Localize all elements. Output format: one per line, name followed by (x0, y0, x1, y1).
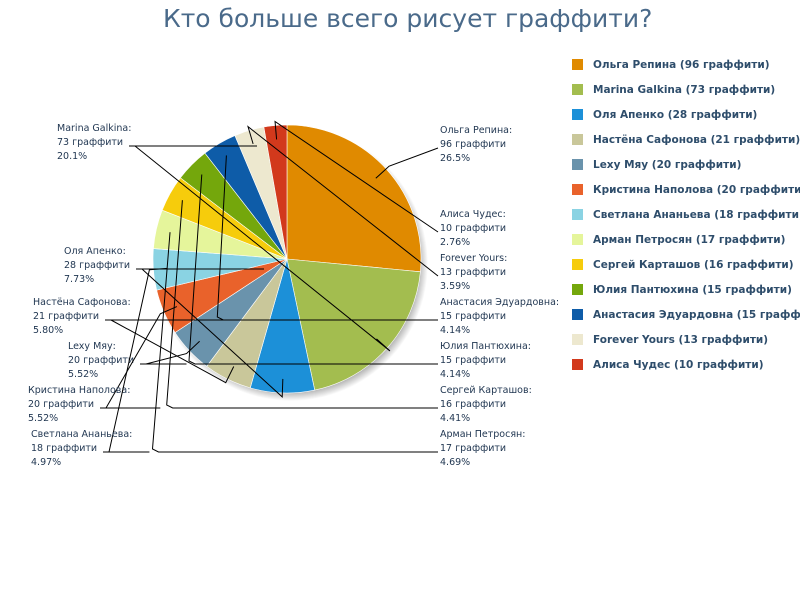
callout-line-11 (247, 125, 439, 277)
callout-count-10: 15 граффити (440, 311, 506, 322)
callout-pct-5: 5.52% (28, 413, 58, 424)
callout-name-2: Оля Апенко: (64, 246, 126, 257)
callout-count-7: 17 граффити (440, 443, 506, 454)
legend-item-2[interactable]: Оля Апенко (28 граффити) (572, 102, 800, 127)
callout-line-8 (166, 200, 438, 409)
callout-name-6: Светлана Ананьева: (31, 429, 132, 440)
legend-label-2: Оля Апенко (28 граффити) (593, 108, 758, 121)
legend-item-5[interactable]: Кристина Наполова (20 граффити) (572, 177, 800, 202)
callout-pct-10: 4.14% (440, 325, 470, 336)
callout-line-3 (110, 319, 235, 384)
legend-swatch-12 (572, 359, 583, 370)
callout-count-3: 21 граффити (33, 311, 99, 322)
legend: Ольга Репина (96 граффити) Marina Galkina… (572, 52, 800, 377)
callout-line-6 (108, 267, 168, 453)
legend-item-7[interactable]: Арман Петросян (17 граффити) (572, 227, 800, 252)
pie-slice-0[interactable] (286, 124, 422, 273)
legend-item-1[interactable]: Marina Galkina (73 граффити) (572, 77, 800, 102)
legend-swatch-3 (572, 134, 583, 145)
callout-count-2: 28 граффити (64, 260, 130, 271)
callout-count-4: 20 граффити (68, 355, 134, 366)
legend-swatch-0 (572, 59, 583, 70)
callout-pct-11: 3.59% (440, 281, 470, 292)
callout-name-10: Анастасия Эдуардовна: (440, 297, 559, 308)
legend-swatch-10 (572, 309, 583, 320)
callout-name-4: Lexy Мяу: (68, 341, 116, 352)
callout-name-11: Forever Yours: (440, 253, 507, 264)
legend-item-3[interactable]: Настёна Сафонова (21 граффити) (572, 127, 800, 152)
legend-item-12[interactable]: Алиса Чудес (10 граффити) (572, 352, 800, 377)
callout-count-5: 20 граффити (28, 399, 94, 410)
legend-label-0: Ольга Репина (96 граффити) (593, 58, 770, 71)
callout-count-9: 15 граффити (440, 355, 506, 366)
legend-item-8[interactable]: Сергей Карташов (16 граффити) (572, 252, 800, 277)
legend-swatch-8 (572, 259, 583, 270)
callout-name-12: Алиса Чудес: (440, 209, 506, 220)
callout-pct-4: 5.52% (68, 369, 98, 380)
callout-name-1: Marina Galkina: (57, 123, 131, 134)
legend-item-10[interactable]: Анастасия Эдуардовна (15 граффити) (572, 302, 800, 327)
legend-item-9[interactable]: Юлия Пантюхина (15 граффити) (572, 277, 800, 302)
chart-title-text: Кто больше всего рисует граффити? (163, 4, 653, 33)
callout-line-2 (141, 268, 284, 399)
callout-line-10 (216, 155, 438, 321)
callout-line-12 (274, 120, 439, 233)
callout-pct-2: 7.73% (64, 274, 94, 285)
callout-pct-0: 26.5% (440, 153, 470, 164)
callout-name-9: Юлия Пантюхина: (440, 341, 531, 352)
legend-swatch-1 (572, 84, 583, 95)
callout-pct-3: 5.80% (33, 325, 63, 336)
callout-name-0: Ольга Репина: (440, 125, 512, 136)
legend-label-7: Арман Петросян (17 граффити) (593, 233, 786, 246)
legend-label-8: Сергей Карташов (16 граффити) (593, 258, 794, 271)
legend-label-10: Анастасия Эдуардовна (15 граффити) (593, 308, 800, 321)
callout-pct-7: 4.69% (440, 457, 470, 468)
callout-name-8: Сергей Карташов: (440, 385, 532, 396)
legend-swatch-6 (572, 209, 583, 220)
legend-label-4: Lexy Мяу (20 граффити) (593, 158, 742, 171)
callout-name-7: Арман Петросян: (440, 429, 525, 440)
legend-label-5: Кристина Наполова (20 граффити) (593, 183, 800, 196)
legend-swatch-11 (572, 334, 583, 345)
legend-label-12: Алиса Чудес (10 граффити) (593, 358, 764, 371)
callout-line-0 (375, 147, 439, 179)
callout-line-5 (105, 306, 178, 409)
callout-pct-1: 20.1% (57, 151, 87, 162)
legend-label-3: Настёна Сафонова (21 граффити) (593, 133, 800, 146)
callout-pct-8: 4.41% (440, 413, 470, 424)
legend-swatch-9 (572, 284, 583, 295)
callout-line-9 (188, 174, 438, 365)
legend-swatch-4 (572, 159, 583, 170)
callout-count-12: 10 граффити (440, 223, 506, 234)
callout-pct-6: 4.97% (31, 457, 61, 468)
callout-count-6: 18 граффити (31, 443, 97, 454)
callout-count-1: 73 граффити (57, 137, 123, 148)
legend-item-11[interactable]: Forever Yours (13 граффити) (572, 327, 800, 352)
callout-count-0: 96 граффити (440, 139, 506, 150)
callout-line-7 (151, 232, 438, 453)
legend-item-6[interactable]: Светлана Ананьева (18 граффити) (572, 202, 800, 227)
legend-label-9: Юлия Пантюхина (15 граффити) (593, 283, 792, 296)
legend-swatch-2 (572, 109, 583, 120)
legend-item-4[interactable]: Lexy Мяу (20 граффити) (572, 152, 800, 177)
legend-swatch-7 (572, 234, 583, 245)
callout-name-3: Настёна Сафонова: (33, 297, 131, 308)
callout-count-8: 16 граффити (440, 399, 506, 410)
callout-pct-9: 4.14% (440, 369, 470, 380)
legend-label-1: Marina Galkina (73 граффити) (593, 83, 776, 96)
legend-label-6: Светлана Ананьева (18 граффити) (593, 208, 800, 221)
callout-line-1 (134, 145, 391, 352)
legend-swatch-5 (572, 184, 583, 195)
callout-name-5: Кристина Наполова: (28, 385, 130, 396)
legend-item-0[interactable]: Ольга Репина (96 граффити) (572, 52, 800, 77)
legend-label-11: Forever Yours (13 граффити) (593, 333, 769, 346)
callout-pct-12: 2.76% (440, 237, 470, 248)
callout-count-11: 13 граффити (440, 267, 506, 278)
